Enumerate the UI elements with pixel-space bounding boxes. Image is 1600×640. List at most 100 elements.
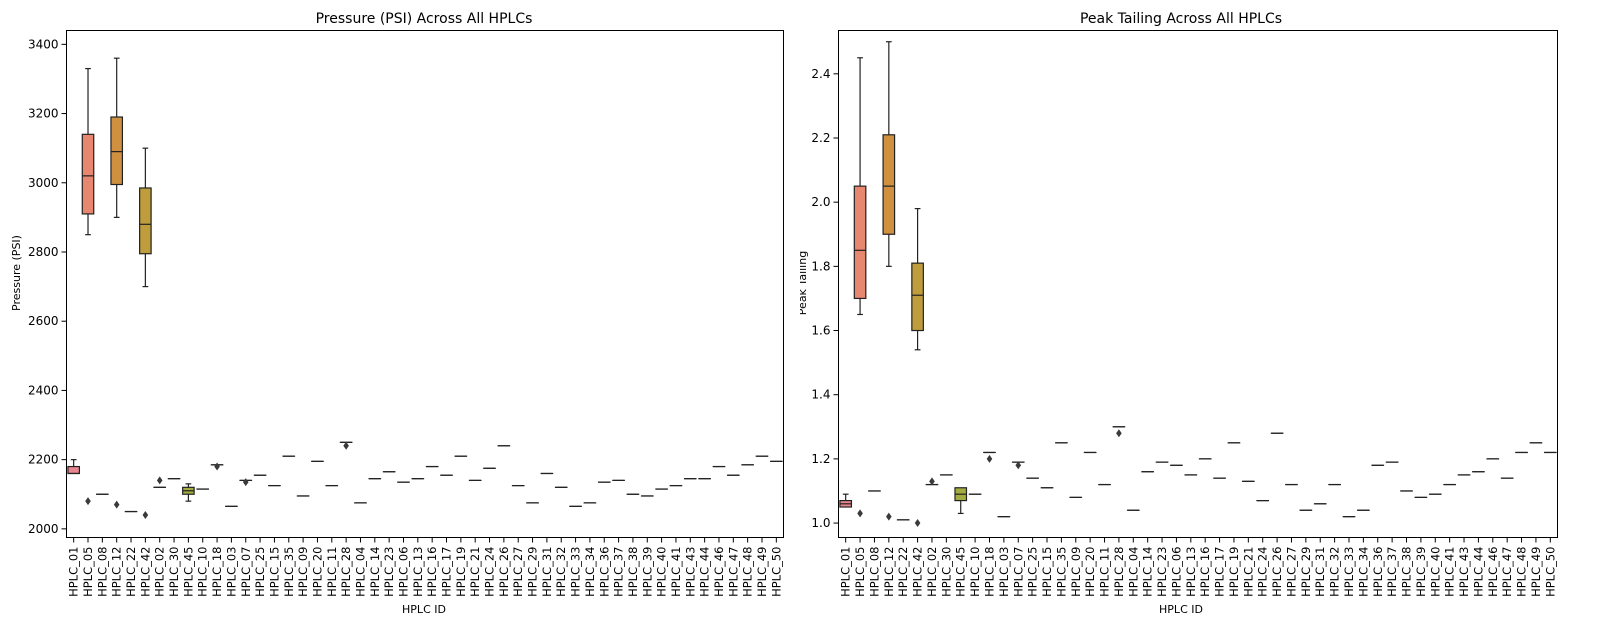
outlier-marker bbox=[214, 462, 220, 471]
x-tick-label: HPLC_27 bbox=[1284, 547, 1298, 597]
iqr-box bbox=[110, 116, 124, 186]
x-tick-label: HPLC_44 bbox=[698, 547, 712, 597]
box-HPLC_12 bbox=[882, 41, 896, 521]
y-tick-label: 2.0 bbox=[811, 195, 830, 209]
x-tick-label: HPLC_29 bbox=[526, 547, 540, 597]
x-tick-label: HPLC_42 bbox=[138, 547, 152, 597]
x-tick-label: HPLC_01 bbox=[67, 547, 81, 597]
box-HPLC_28 bbox=[339, 441, 353, 450]
x-tick-label: HPLC_35 bbox=[282, 547, 296, 597]
box-HPLC_45 bbox=[954, 487, 968, 515]
x-tick-label: HPLC_12 bbox=[882, 547, 896, 597]
outlier-marker bbox=[1116, 429, 1122, 438]
x-tick-label: HPLC_07 bbox=[239, 547, 253, 597]
x-tick-label: HPLC_18 bbox=[982, 547, 996, 597]
x-tick-label: HPLC_13 bbox=[1184, 547, 1198, 597]
x-tick-label: HPLC_09 bbox=[296, 547, 310, 597]
outlier-marker bbox=[343, 441, 349, 450]
x-tick-label: HPLC_45 bbox=[954, 547, 968, 597]
box-HPLC_07 bbox=[239, 478, 253, 487]
box-HPLC_18 bbox=[983, 451, 996, 463]
x-tick-label: HPLC_12 bbox=[110, 547, 124, 597]
x-tick-label: HPLC_34 bbox=[1356, 547, 1370, 597]
y-tick-label: 1.4 bbox=[811, 388, 830, 402]
x-tick-label: HPLC_21 bbox=[468, 547, 482, 597]
x-tick-label: HPLC_20 bbox=[310, 547, 324, 597]
x-tick-label: HPLC_49 bbox=[755, 547, 769, 597]
x-tick-label: HPLC_24 bbox=[483, 547, 497, 597]
x-tick-label: HPLC_40 bbox=[1428, 547, 1442, 597]
y-tick-label: 2.2 bbox=[811, 131, 830, 145]
x-tick-label: HPLC_25 bbox=[1026, 547, 1040, 597]
x-axis-label: HPLC ID bbox=[402, 603, 446, 616]
box-HPLC_12 bbox=[110, 57, 124, 509]
x-tick-label: HPLC_36 bbox=[597, 547, 611, 597]
plot-frame bbox=[838, 30, 1558, 538]
x-tick-label: HPLC_15 bbox=[267, 547, 281, 597]
iqr-box bbox=[81, 133, 95, 215]
outlier-marker bbox=[857, 509, 863, 518]
x-tick-label: HPLC_26 bbox=[1270, 547, 1284, 597]
peak-tailing-boxplot-panel: Peak Tailing Across All HPLCs HPLC ID Pe… bbox=[800, 11, 1558, 616]
x-tick-label: HPLC_22 bbox=[124, 547, 138, 597]
x-tick-label: HPLC_17 bbox=[1213, 547, 1227, 597]
iqr-box bbox=[139, 187, 152, 255]
box-HPLC_42 bbox=[911, 207, 924, 528]
y-tick-label: 2.4 bbox=[811, 67, 830, 81]
x-tick-label: HPLC_29 bbox=[1299, 547, 1313, 597]
x-tick-label: HPLC_43 bbox=[1457, 547, 1471, 597]
outlier-marker bbox=[914, 519, 921, 528]
box-HPLC_18 bbox=[210, 462, 224, 471]
x-tick-label: HPLC_49 bbox=[1529, 547, 1543, 597]
box-HPLC_01 bbox=[67, 459, 81, 475]
x-tick-label: HPLC_41 bbox=[669, 547, 683, 597]
y-tick-label: 2000 bbox=[28, 522, 59, 536]
x-tick-label: HPLC_19 bbox=[454, 547, 468, 597]
x-tick-label: HPLC_40 bbox=[655, 547, 669, 597]
x-tick-label: HPLC_11 bbox=[325, 547, 339, 597]
x-tick-label: HPLC_09 bbox=[1069, 547, 1083, 597]
y-tick-label: 1.8 bbox=[811, 259, 830, 273]
x-tick-label: HPLC_32 bbox=[554, 547, 568, 597]
x-tick-label: HPLC_38 bbox=[626, 547, 640, 597]
y-axis-label: Peak Tailing bbox=[800, 251, 809, 315]
x-tick-label: HPLC_30 bbox=[167, 547, 181, 597]
y-axis-label: Pressure (PSI) bbox=[10, 235, 23, 311]
x-tick-label: HPLC_50 bbox=[769, 547, 783, 597]
x-tick-label: HPLC_03 bbox=[224, 547, 238, 597]
x-tick-label: HPLC_14 bbox=[368, 547, 382, 597]
plot-frame bbox=[66, 30, 784, 538]
x-tick-label: HPLC_05 bbox=[853, 547, 867, 597]
x-tick-label: HPLC_37 bbox=[612, 547, 626, 597]
y-tick-label: 1.2 bbox=[811, 452, 830, 466]
x-tick-label: HPLC_18 bbox=[210, 547, 224, 597]
x-tick-label: HPLC_24 bbox=[1256, 547, 1270, 597]
box-HPLC_02 bbox=[153, 476, 167, 488]
box-HPLC_07 bbox=[1011, 461, 1025, 470]
x-tick-label: HPLC_04 bbox=[353, 547, 367, 597]
outlier-marker bbox=[142, 511, 149, 520]
x-axis-label: HPLC ID bbox=[1159, 603, 1203, 616]
x-tick-label: HPLC_35 bbox=[1054, 547, 1068, 597]
x-tick-label: HPLC_50 bbox=[1543, 547, 1557, 597]
x-tick-label: HPLC_06 bbox=[1169, 547, 1183, 597]
y-tick-label: 1.6 bbox=[811, 324, 830, 338]
outlier-marker bbox=[85, 497, 91, 506]
y-tick-label: 2400 bbox=[28, 383, 59, 397]
x-tick-label: HPLC_31 bbox=[540, 547, 554, 597]
pressure-boxplot-panel: Pressure (PSI) Across All HPLCs HPLC ID … bbox=[10, 11, 784, 616]
x-tick-label: HPLC_43 bbox=[683, 547, 697, 597]
y-tick-label: 1.0 bbox=[811, 516, 830, 530]
x-tick-label: HPLC_02 bbox=[925, 547, 939, 597]
box-HPLC_05 bbox=[81, 67, 95, 506]
outlier-marker bbox=[886, 512, 892, 521]
x-tick-label: HPLC_11 bbox=[1098, 547, 1112, 597]
iqr-box bbox=[853, 185, 867, 300]
x-tick-label: HPLC_06 bbox=[396, 547, 410, 597]
box-HPLC_01 bbox=[839, 493, 853, 508]
x-tick-label: HPLC_34 bbox=[583, 547, 597, 597]
y-tick-label: 3200 bbox=[28, 107, 59, 121]
x-tick-label: HPLC_44 bbox=[1471, 547, 1485, 597]
outlier-marker bbox=[113, 500, 120, 509]
